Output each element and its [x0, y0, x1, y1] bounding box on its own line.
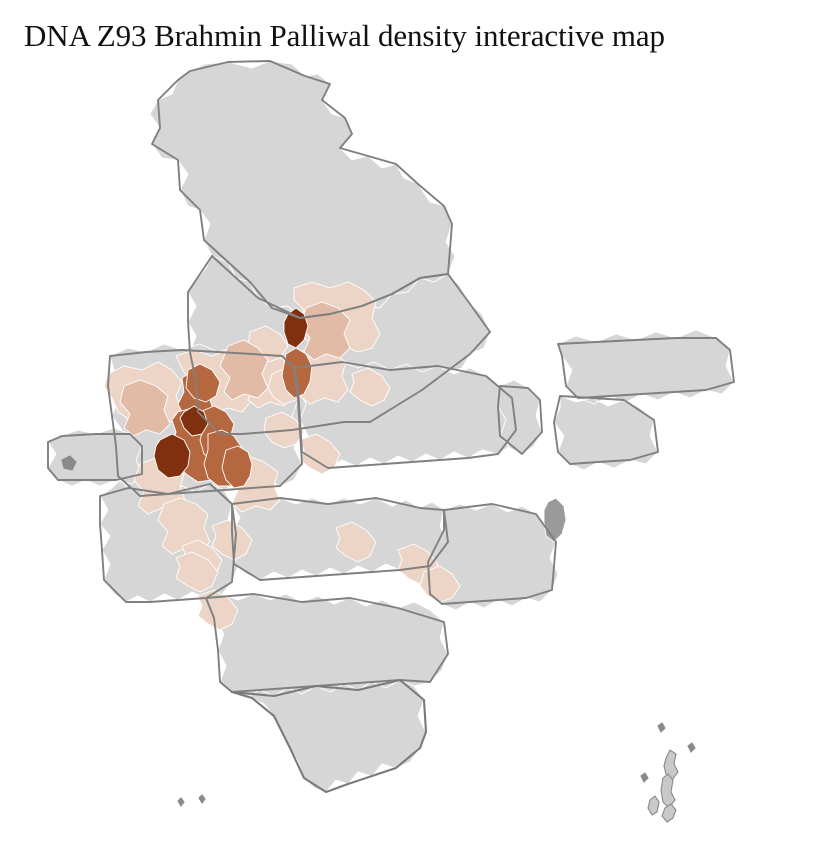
region-vidarbha[interactable] — [335, 521, 377, 563]
region-jalore-sirohi[interactable] — [153, 433, 191, 479]
island-andaman-dot2 — [640, 772, 649, 783]
region-maharashtra-pune[interactable] — [197, 589, 239, 631]
region-kolkata[interactable] — [543, 497, 567, 543]
india-choropleth-map[interactable] — [0, 56, 830, 842]
state-boundaries-group — [47, 60, 735, 794]
boundary-up-bihar — [293, 361, 517, 469]
boundary-south-peninsula — [230, 678, 428, 794]
boundary-deccan — [205, 593, 449, 693]
island-andaman-north — [663, 749, 679, 781]
region-jodhpur-belt[interactable] — [119, 379, 171, 437]
boundary-punjab-haryana — [187, 255, 491, 435]
island-lakshadweep-1 — [177, 797, 185, 807]
island-little-andaman — [647, 795, 660, 816]
boundary-gujarat — [47, 433, 237, 603]
island-lakshadweep-2 — [198, 794, 206, 804]
island-andaman-dot1 — [687, 742, 696, 753]
island-andaman-south — [661, 803, 677, 823]
density-level-4-group — [171, 347, 313, 489]
island-andaman-middle — [660, 773, 676, 809]
region-up-east[interactable] — [349, 367, 391, 407]
map-canvas[interactable] — [0, 56, 830, 842]
boundary-rajasthan — [107, 349, 303, 497]
region-haryana-delhi-border[interactable] — [281, 347, 313, 399]
region-deccan[interactable] — [205, 593, 449, 699]
island-diu-tip — [61, 455, 77, 471]
boundary-north-east — [553, 337, 735, 465]
region-banswara-dungarpur[interactable] — [221, 445, 253, 489]
boundary-east — [427, 503, 557, 605]
density-level-6-group — [153, 307, 309, 479]
boundary-madhya-pradesh — [231, 497, 449, 581]
special-district-group — [543, 497, 567, 543]
region-maharashtra-nashik[interactable] — [175, 551, 219, 593]
islands-group — [61, 455, 696, 823]
page-title: DNA Z93 Brahmin Palliwal density interac… — [24, 18, 665, 53]
island-andaman-dot3 — [657, 722, 666, 733]
boundary-bengal-neck — [497, 385, 543, 455]
region-north-east[interactable] — [553, 329, 735, 471]
